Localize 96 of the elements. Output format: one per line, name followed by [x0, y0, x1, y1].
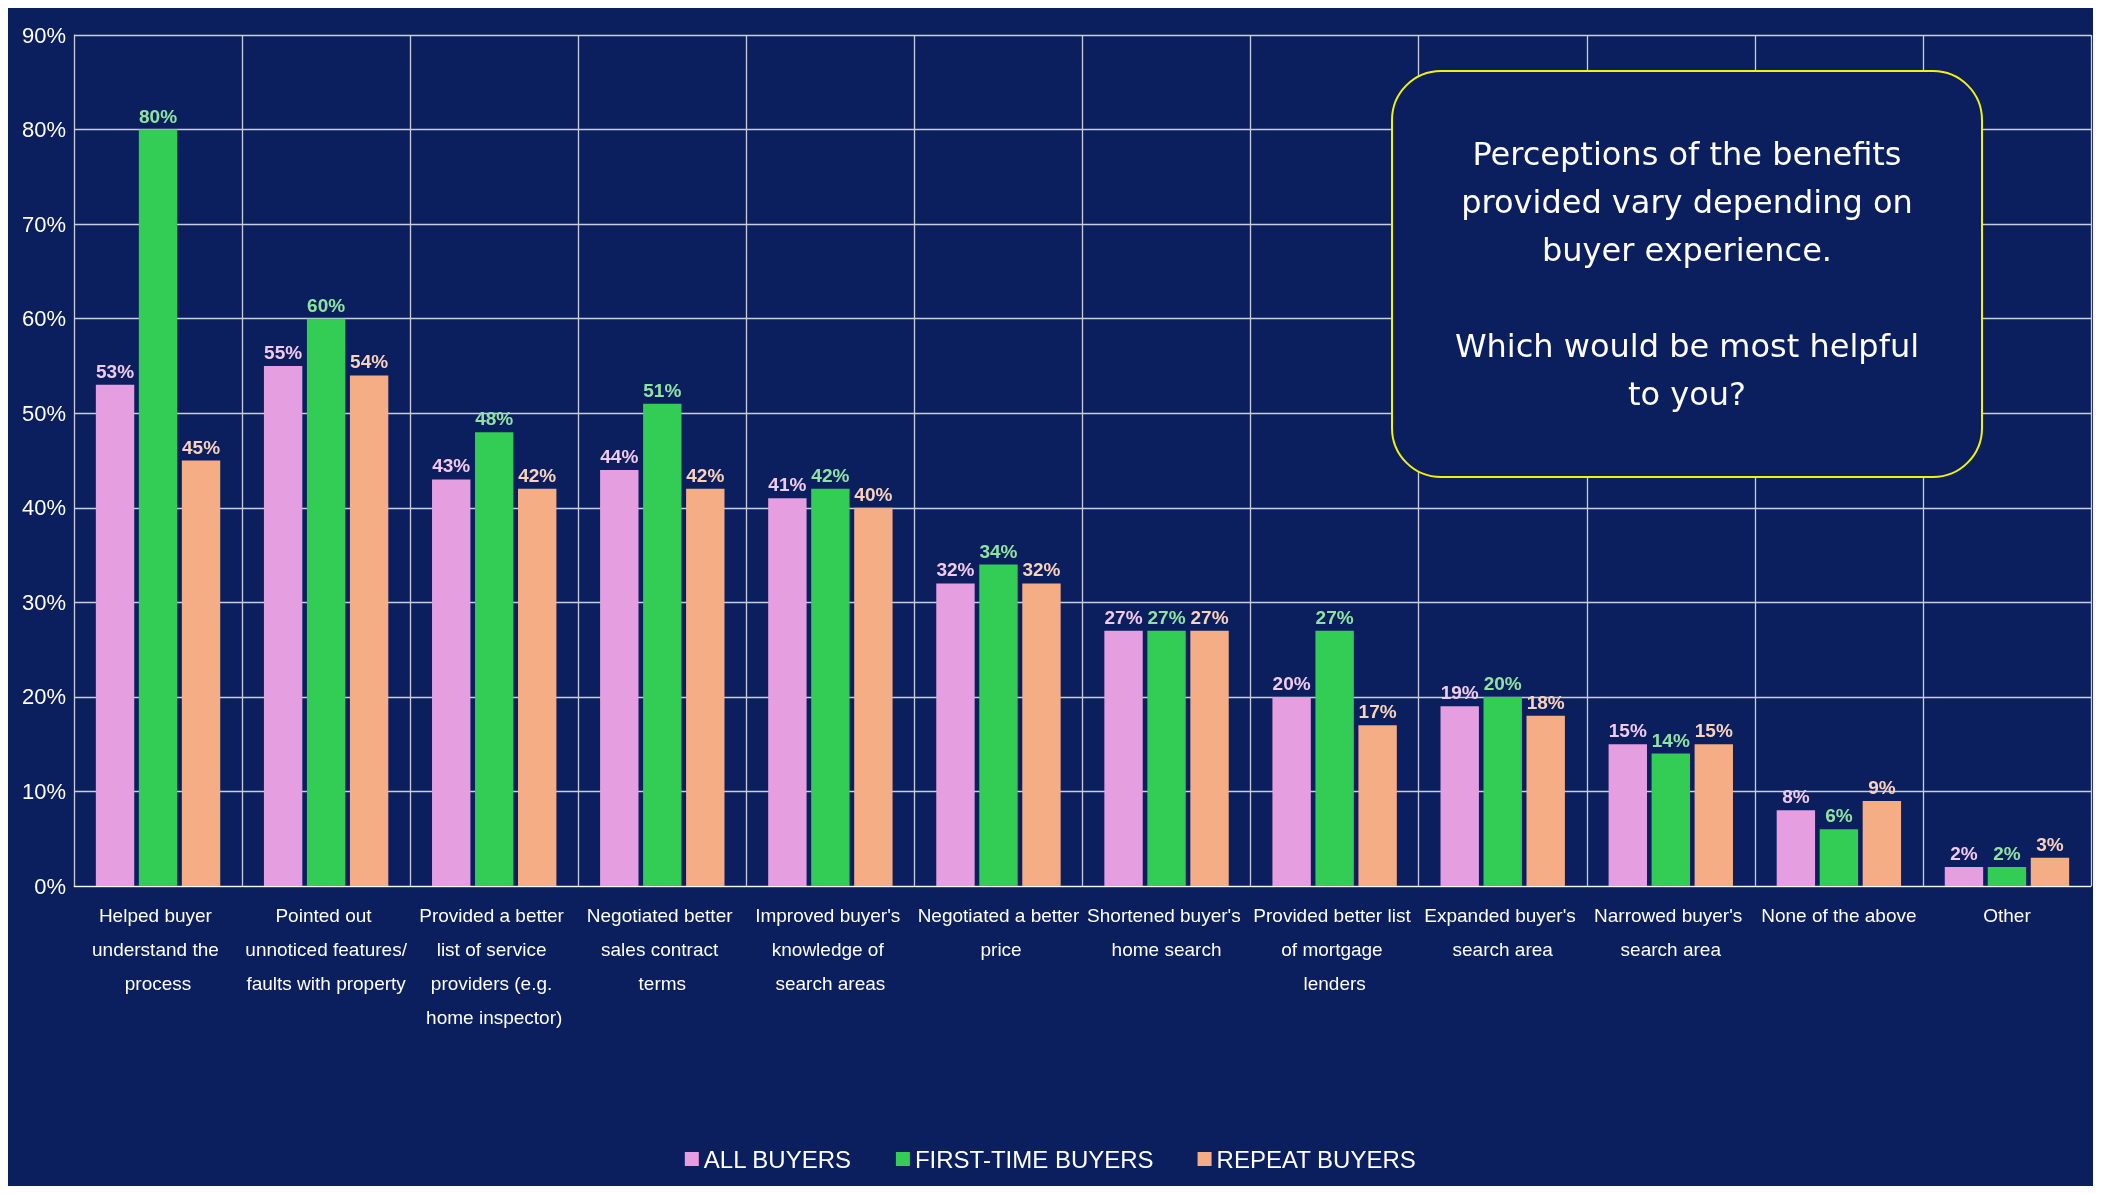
y-tick-label: 60% — [21, 306, 66, 332]
data-label: 15% — [1608, 720, 1647, 742]
data-label: 40% — [854, 483, 893, 505]
data-label: 80% — [139, 105, 178, 127]
bar — [1694, 744, 1733, 886]
bar — [643, 403, 682, 886]
data-label: 15% — [1694, 720, 1733, 742]
x-tick-label: Expanded buyer's search area — [1424, 904, 1582, 960]
bar — [1608, 744, 1647, 886]
bar — [1147, 630, 1186, 886]
data-label: 14% — [1651, 729, 1690, 751]
x-tick-label: Shortened buyer's home search — [1087, 904, 1246, 960]
bar — [2030, 857, 2070, 886]
y-tick-label: 10% — [21, 778, 66, 804]
y-tick-label: 50% — [21, 400, 66, 426]
data-label: 48% — [475, 408, 514, 430]
bar — [1190, 630, 1229, 886]
bar — [138, 129, 178, 886]
bar — [1272, 696, 1311, 886]
data-label: 51% — [643, 379, 682, 401]
bar — [1944, 867, 1984, 886]
data-label: 8% — [1782, 786, 1810, 808]
data-label: 42% — [811, 464, 850, 486]
x-tick-label: Provided a better list of service providers (e.g. home inspector) — [419, 904, 570, 1028]
data-label: 43% — [432, 455, 471, 477]
bar — [518, 488, 557, 886]
data-label: 45% — [182, 436, 221, 458]
data-label: 3% — [2036, 833, 2064, 855]
bar — [1862, 800, 1902, 886]
bar — [600, 469, 639, 886]
bar — [1776, 810, 1816, 886]
bar — [1358, 725, 1397, 886]
y-tick-label: 0% — [34, 873, 66, 899]
bar — [349, 375, 389, 886]
bar — [1483, 696, 1522, 886]
data-label: 42% — [686, 464, 725, 486]
bar — [686, 488, 725, 886]
y-tick-label: 40% — [21, 495, 66, 521]
bar — [854, 507, 893, 886]
legend-label: FIRST-TIME BUYERS — [914, 1145, 1154, 1173]
bar — [306, 318, 346, 886]
data-label: 2% — [1993, 843, 2021, 865]
bar — [1440, 706, 1479, 886]
data-label: 42% — [518, 464, 557, 486]
bar — [1022, 583, 1061, 886]
x-tick-label: Provided better list of mortgage lenders — [1253, 904, 1416, 994]
data-label: 2% — [1950, 843, 1978, 865]
data-label: 20% — [1483, 672, 1522, 694]
bar — [475, 432, 514, 886]
y-tick-label: 90% — [21, 22, 66, 48]
bar — [1526, 715, 1565, 886]
legend-label: ALL BUYERS — [703, 1145, 852, 1173]
y-tick-label: 80% — [21, 117, 66, 143]
bar — [1651, 753, 1690, 886]
bar — [979, 564, 1018, 886]
bar — [936, 583, 975, 886]
data-label: 27% — [1190, 606, 1229, 628]
data-label: 32% — [936, 559, 975, 581]
x-tick-label: Improved buyer's knowledge of search areas — [755, 904, 906, 994]
data-label: 27% — [1147, 606, 1186, 628]
x-tick-label: Other — [1983, 904, 2032, 926]
data-label: 27% — [1315, 606, 1354, 628]
data-label: 32% — [1022, 559, 1061, 581]
y-tick-label: 20% — [21, 684, 66, 710]
data-label: 17% — [1358, 701, 1397, 723]
x-tick-label: None of the above — [1761, 904, 1917, 926]
bar — [811, 488, 850, 886]
bar — [1987, 867, 2027, 886]
bar — [181, 460, 221, 886]
y-tick-label: 30% — [21, 589, 66, 615]
x-tick-label: Negotiated a better price — [917, 904, 1080, 960]
data-label: 55% — [264, 341, 303, 363]
data-label: 41% — [768, 474, 807, 496]
data-label: 27% — [1104, 606, 1143, 628]
bar — [1315, 630, 1354, 886]
x-tick-label: Helped buyer understand the process — [92, 904, 225, 994]
bar — [1104, 630, 1143, 886]
data-label: 6% — [1825, 805, 1853, 827]
data-label: 44% — [600, 445, 639, 467]
bar — [95, 384, 135, 886]
data-label: 18% — [1526, 691, 1565, 713]
legend-label: REPEAT BUYERS — [1216, 1145, 1416, 1173]
y-tick-label: 70% — [21, 211, 66, 237]
x-tick-label: Pointed out unnoticed features/faults with property — [245, 904, 408, 994]
bar — [263, 365, 303, 886]
data-label: 34% — [979, 540, 1018, 562]
data-label: 54% — [350, 351, 389, 373]
x-tick-label: Negotiated better sales contract terms — [586, 904, 738, 994]
bar — [768, 498, 807, 886]
bar — [1819, 829, 1859, 886]
data-label: 20% — [1272, 672, 1311, 694]
data-label: 53% — [96, 360, 135, 382]
data-label: 60% — [307, 294, 346, 316]
bar — [432, 479, 471, 886]
x-tick-label: Narrowed buyer's search area — [1594, 904, 1748, 960]
callout-box: Perceptions of the benefits provided vary depending on buyer experience. Which would be most helpful to you? — [1391, 70, 1983, 478]
